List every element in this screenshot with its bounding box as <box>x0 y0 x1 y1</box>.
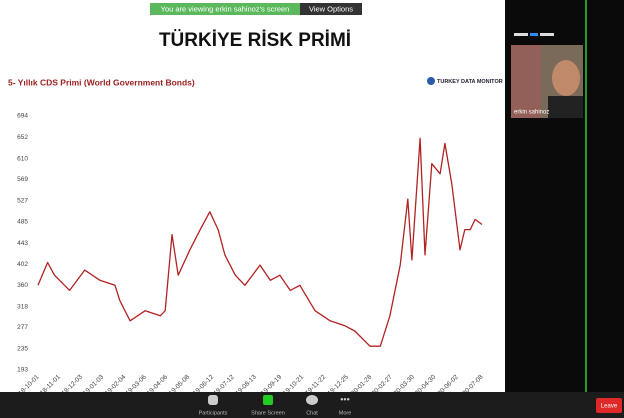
cds-line <box>37 137 483 347</box>
slide-title: TÜRKİYE RİSK PRİMİ <box>159 30 351 51</box>
share-icon[interactable] <box>263 395 273 405</box>
y-tick-label: 235 <box>17 345 28 352</box>
chat-icon[interactable] <box>306 395 318 405</box>
y-tick-label: 318 <box>17 303 28 310</box>
banner-bg <box>150 3 300 15</box>
y-tick-label: 527 <box>17 197 28 204</box>
panel-icon <box>540 33 554 36</box>
video-person <box>548 96 583 118</box>
y-tick-label: 193 <box>17 367 28 374</box>
y-tick-label: 277 <box>17 324 28 331</box>
y-tick-label: 485 <box>17 219 28 226</box>
toolbar-item[interactable]: Chat <box>306 410 318 416</box>
panel-icon <box>514 33 528 36</box>
y-tick-label: 610 <box>17 155 28 162</box>
chart-title: 5- Yıllık CDS Primi (World Government Bo… <box>8 77 195 87</box>
y-tick-label: 443 <box>17 240 28 247</box>
logo-icon <box>427 77 435 85</box>
shared-screen <box>0 0 505 392</box>
y-tick-label: 402 <box>17 261 28 268</box>
video-person <box>552 60 580 96</box>
logo: TURKEY DATA MONITOR <box>437 79 503 85</box>
view-options[interactable]: View Options <box>309 4 353 13</box>
y-tick-label: 569 <box>17 176 28 183</box>
leave-button[interactable] <box>596 398 622 413</box>
toolbar-item[interactable]: More <box>339 410 352 416</box>
view-options-bg[interactable] <box>300 3 362 15</box>
y-tick-label: 694 <box>17 113 28 120</box>
toolbar-item[interactable]: Share Screen <box>251 410 285 416</box>
y-tick-label: 652 <box>17 134 28 141</box>
banner: You are viewing erkin sahinoz's screen <box>161 4 290 13</box>
participants-icon[interactable] <box>208 395 218 405</box>
toolbar-item[interactable]: Participants <box>199 410 228 416</box>
more-icon[interactable]: ••• <box>340 394 349 404</box>
panel-icon <box>530 33 538 36</box>
video-name: erkin sahinoz <box>514 110 549 116</box>
video-bg <box>511 45 541 118</box>
leave[interactable]: Leave <box>601 404 618 410</box>
y-tick-label: 360 <box>17 282 28 289</box>
